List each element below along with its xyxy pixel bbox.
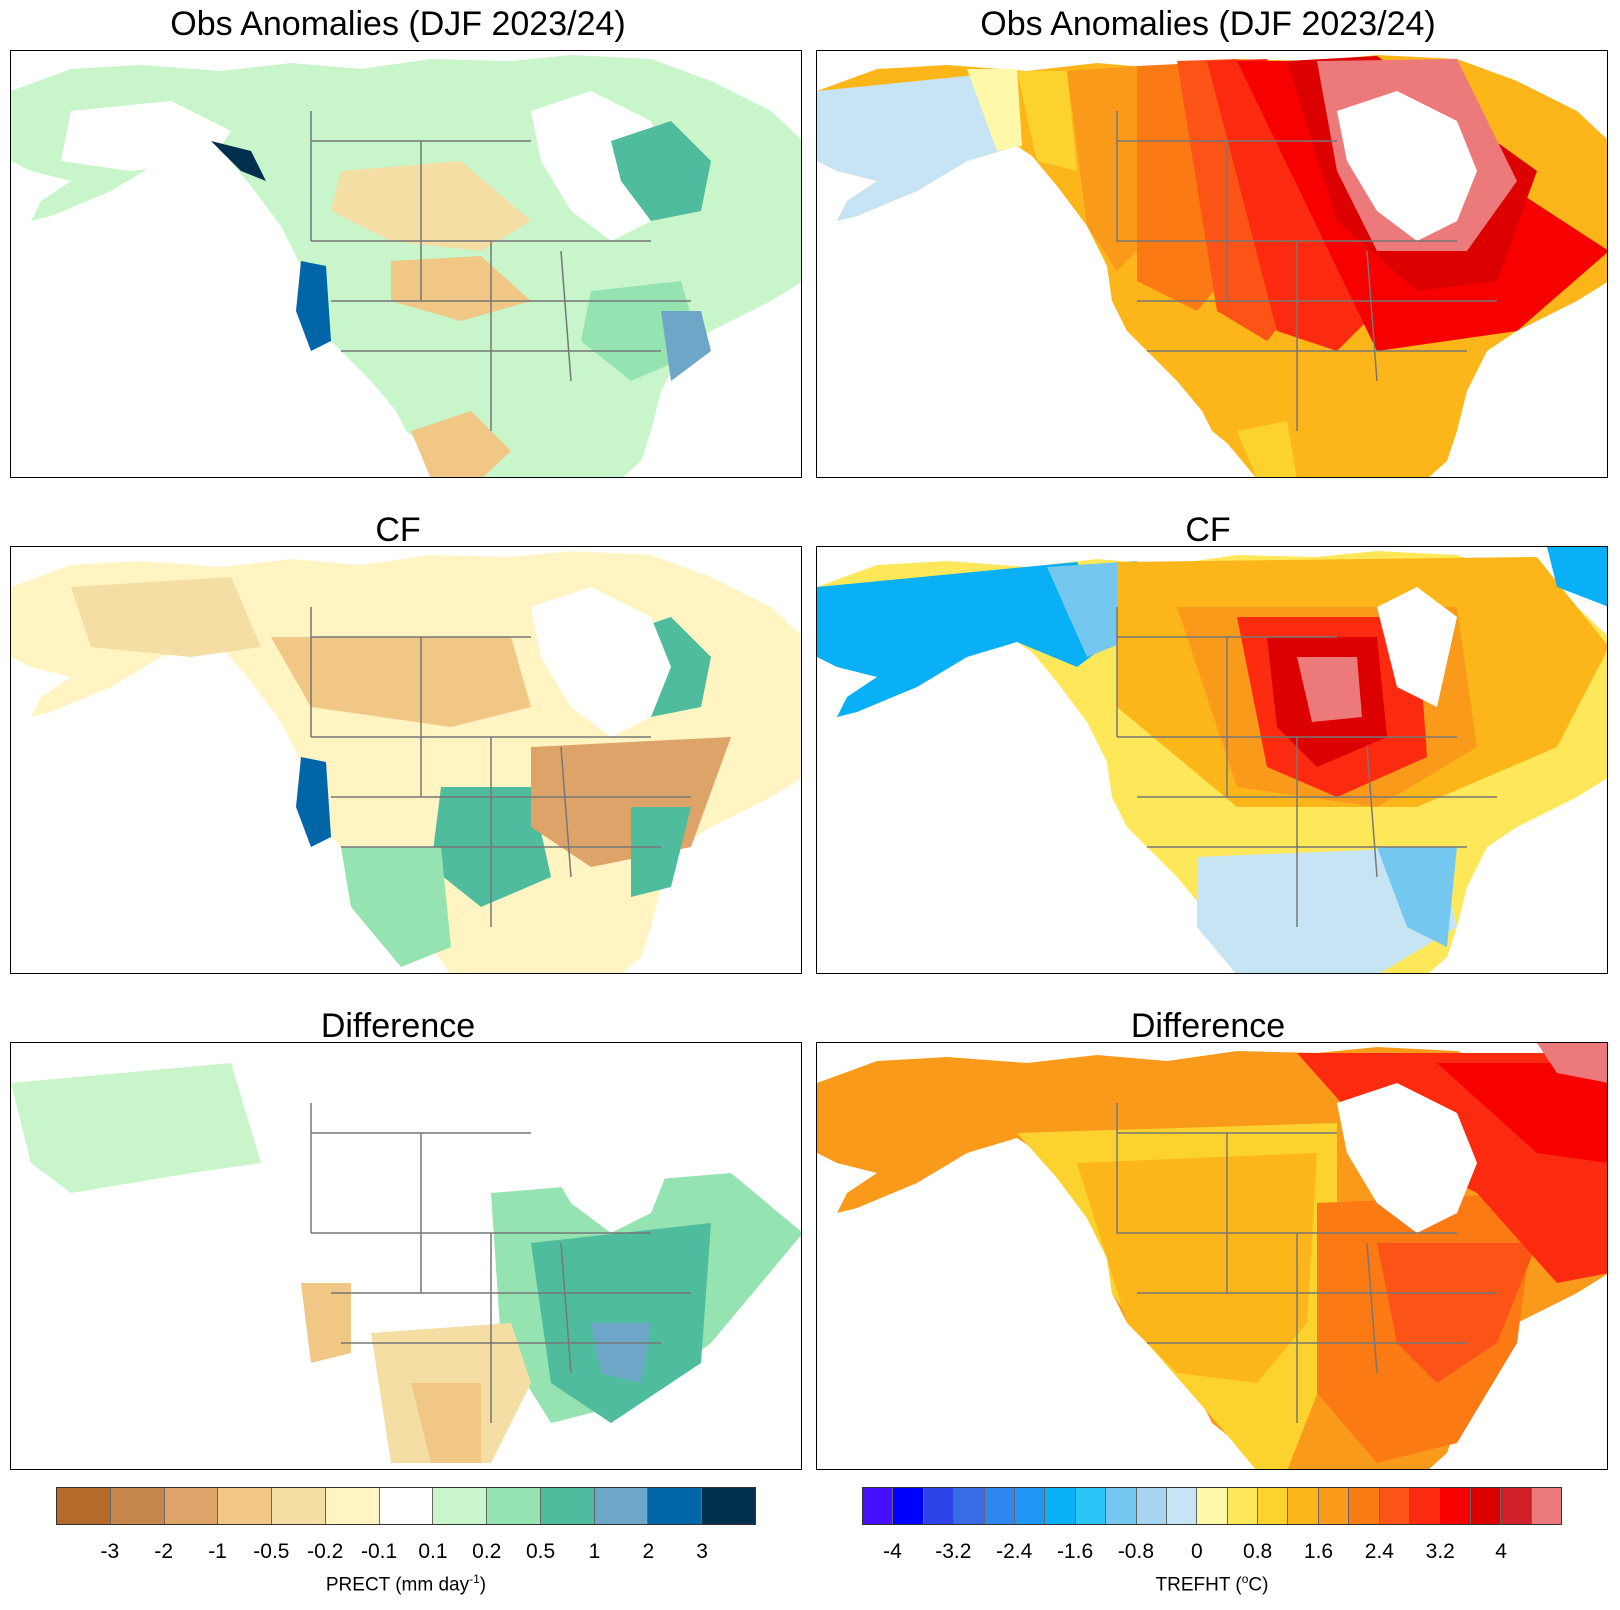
colorbar-prect-box	[594, 1488, 649, 1524]
colorbar-trefht-label: TREFHT (oC)	[1155, 1572, 1269, 1596]
colorbar-prect-tick-label: 2	[642, 1540, 655, 1563]
colorbar-prect-tick-label: 0.2	[472, 1540, 502, 1563]
colorbar-prect-tick-label: -0.1	[360, 1540, 398, 1563]
colorbar-prect-tick-label: -0.5	[253, 1540, 290, 1563]
colorbar-prect-box	[487, 1488, 541, 1524]
colorbar-trefht-box	[863, 1488, 894, 1524]
colorbar-trefht-box	[1318, 1488, 1350, 1524]
colorbar-trefht-box	[1075, 1488, 1107, 1524]
colorbar-prect-tick-label: 0.1	[418, 1540, 448, 1563]
colorbar-prect-box	[57, 1488, 111, 1524]
colorbar-prect-tick-label: -1	[208, 1540, 227, 1563]
colorbar-prect-box	[218, 1488, 273, 1524]
colorbar-trefht-box	[1166, 1488, 1198, 1524]
colorbar-trefht-tick-label: 1.6	[1303, 1540, 1334, 1563]
colorbar-trefht-box	[1136, 1488, 1167, 1524]
colorbar-prect-box	[272, 1488, 326, 1524]
colorbar-trefht-tick-label: 3.2	[1425, 1540, 1455, 1563]
colorbar-trefht-box	[1258, 1488, 1289, 1524]
colorbar-prect-tick-label: 0.5	[526, 1540, 556, 1563]
map-trefht-cf	[816, 546, 1608, 974]
panel-title-trefht-diff: Difference	[1130, 1007, 1286, 1045]
colorbar-prect-tick-label: 3	[696, 1540, 708, 1563]
colorbar-trefht-box	[923, 1488, 955, 1524]
colorbar-trefht-box	[1470, 1488, 1502, 1524]
colorbar-trefht-tick-label: 4	[1495, 1540, 1507, 1563]
colorbar-trefht-box	[954, 1488, 985, 1524]
map-prect-diff	[10, 1042, 802, 1470]
colorbar-trefht-box	[1349, 1488, 1380, 1524]
colorbar-prect-box	[325, 1488, 380, 1524]
colorbar-trefht-box	[1531, 1488, 1561, 1524]
colorbar-trefht-tick-label: 0.8	[1243, 1540, 1273, 1563]
panel-title-trefht-obs: Obs Anomalies (DJF 2023/24)	[980, 5, 1436, 43]
colorbar-prect-box	[433, 1488, 488, 1524]
colorbar-trefht-tick-label: -4	[883, 1540, 902, 1563]
colorbar-prect-box	[379, 1488, 434, 1524]
map-prect-obs	[10, 50, 802, 478]
colorbar-prect-tick-label: -3	[100, 1540, 120, 1563]
colorbar-trefht-box	[1440, 1488, 1471, 1524]
map-trefht-diff	[816, 1042, 1608, 1470]
colorbar-prect-tick-label: -0.2	[307, 1540, 344, 1563]
colorbar-prect-label: PRECT (mm day-1)	[325, 1572, 487, 1596]
colorbar-trefht-box	[1197, 1488, 1228, 1524]
panel-title-prect-obs: Obs Anomalies (DJF 2023/24)	[170, 5, 626, 43]
colorbar-trefht-box	[1227, 1488, 1259, 1524]
colorbar-prect-box	[164, 1488, 219, 1524]
colorbar-trefht-tick-label: -3.2	[935, 1540, 972, 1563]
colorbar-trefht	[862, 1487, 1562, 1525]
colorbar-trefht-tick-label: -0.8	[1117, 1540, 1154, 1563]
colorbar-trefht-tick-label: 0	[1190, 1540, 1203, 1563]
colorbar-prect	[56, 1487, 756, 1525]
colorbar-prect-tick-label: -2	[154, 1540, 174, 1563]
colorbar-prect-box	[702, 1488, 755, 1524]
panel-title-prect-diff: Difference	[320, 1007, 476, 1045]
colorbar-trefht-tick-label: -1.6	[1056, 1540, 1094, 1563]
map-prect-cf	[10, 546, 802, 974]
colorbar-trefht-box	[1379, 1488, 1411, 1524]
colorbar-trefht-tick-label: -2.4	[996, 1540, 1033, 1563]
colorbar-trefht-box	[893, 1488, 924, 1524]
colorbar-trefht-box	[1501, 1488, 1532, 1524]
panel-title-trefht-cf: CF	[1185, 511, 1231, 549]
panel-title-prect-cf: CF	[375, 511, 421, 549]
colorbar-trefht-box	[1106, 1488, 1137, 1524]
colorbar-trefht-box	[984, 1488, 1015, 1524]
colorbar-trefht-tick-label: 2.4	[1364, 1540, 1394, 1563]
colorbar-prect-box	[110, 1488, 165, 1524]
colorbar-trefht-box	[1288, 1488, 1319, 1524]
colorbar-prect-box	[648, 1488, 703, 1524]
map-trefht-obs	[816, 50, 1608, 478]
colorbar-prect-box	[540, 1488, 595, 1524]
colorbar-trefht-box	[1410, 1488, 1441, 1524]
colorbar-trefht-box	[1045, 1488, 1076, 1524]
colorbar-trefht-box	[1014, 1488, 1046, 1524]
colorbar-prect-tick-label: 1	[588, 1540, 601, 1563]
